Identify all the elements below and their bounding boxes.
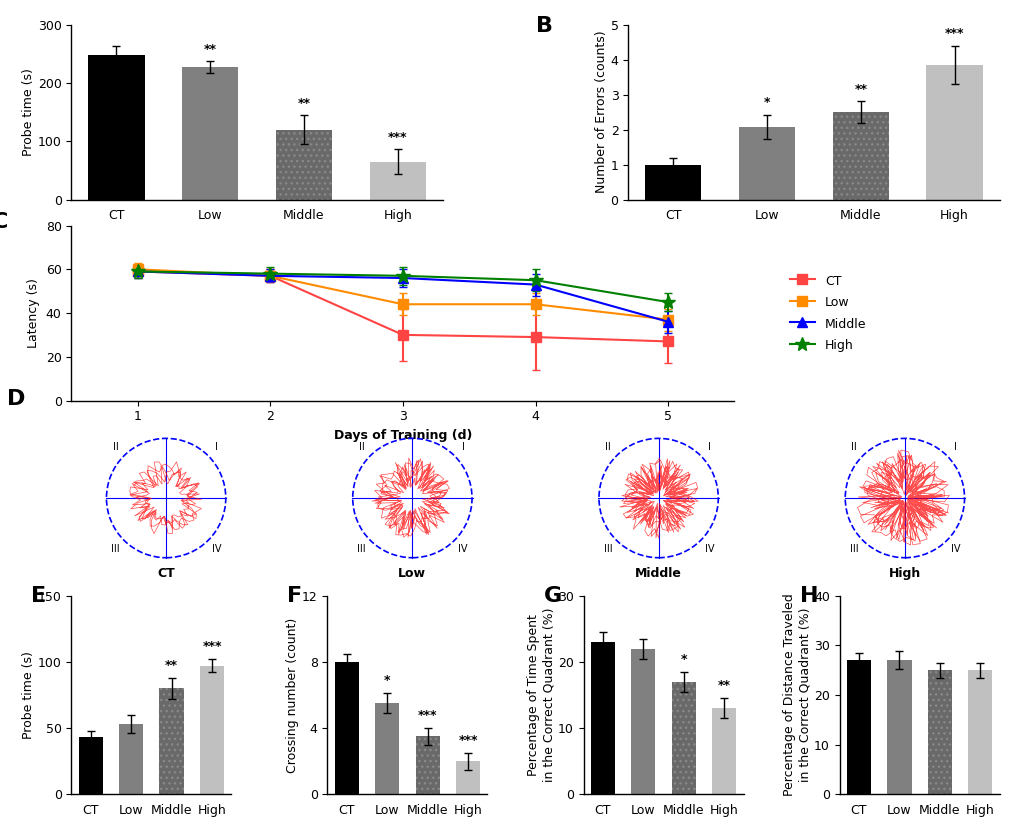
Text: **: ** xyxy=(204,43,216,56)
Text: II: II xyxy=(851,442,856,452)
Bar xyxy=(671,681,695,794)
Bar xyxy=(275,129,332,200)
Bar xyxy=(200,666,224,794)
Text: **: ** xyxy=(717,679,730,692)
Bar xyxy=(159,689,183,794)
Text: **: ** xyxy=(165,658,178,672)
Text: IV: IV xyxy=(950,544,960,554)
Y-axis label: Number of Errors (counts): Number of Errors (counts) xyxy=(594,31,607,193)
Bar xyxy=(119,724,144,794)
Bar xyxy=(455,762,480,794)
Bar xyxy=(375,704,399,794)
Text: I: I xyxy=(707,442,710,452)
Text: III: III xyxy=(603,544,611,554)
Bar xyxy=(926,670,951,794)
Bar xyxy=(711,708,736,794)
Text: IV: IV xyxy=(458,544,468,554)
Text: II: II xyxy=(359,442,364,452)
Text: E: E xyxy=(32,586,47,605)
Y-axis label: Percentage of Distance Traveled
in the Correct Quadrant (%): Percentage of Distance Traveled in the C… xyxy=(783,594,810,796)
Bar xyxy=(415,736,439,794)
Text: I: I xyxy=(215,442,218,452)
Text: Middle: Middle xyxy=(635,567,682,580)
Text: **: ** xyxy=(854,83,866,96)
Text: *: * xyxy=(383,674,390,687)
Text: I: I xyxy=(462,442,464,452)
Bar xyxy=(89,55,145,200)
Bar xyxy=(738,127,795,200)
Bar xyxy=(181,67,238,200)
Text: ***: *** xyxy=(458,734,477,747)
Text: CT: CT xyxy=(157,567,175,580)
Y-axis label: Latency (s): Latency (s) xyxy=(28,278,40,348)
Bar xyxy=(369,161,425,200)
Text: High: High xyxy=(888,567,920,580)
Text: B: B xyxy=(535,16,552,36)
Bar xyxy=(334,662,359,794)
Text: ***: *** xyxy=(387,130,407,143)
Text: *: * xyxy=(680,653,687,666)
Text: I: I xyxy=(953,442,956,452)
Text: IV: IV xyxy=(704,544,713,554)
Bar xyxy=(925,65,981,200)
Text: IV: IV xyxy=(212,544,221,554)
Y-axis label: Probe time (s): Probe time (s) xyxy=(22,651,35,739)
X-axis label: Days of Training (d): Days of Training (d) xyxy=(333,429,472,441)
Text: H: H xyxy=(799,586,817,605)
Bar xyxy=(78,737,103,794)
Text: F: F xyxy=(287,586,303,605)
Text: **: ** xyxy=(298,97,310,110)
Bar xyxy=(590,642,614,794)
Bar xyxy=(846,660,870,794)
Bar xyxy=(832,112,889,200)
Bar xyxy=(967,670,991,794)
Y-axis label: Probe time (s): Probe time (s) xyxy=(22,68,35,156)
Y-axis label: Crossing number (count): Crossing number (count) xyxy=(286,618,299,772)
Y-axis label: Percentage of Time Spent
in the Correct Quadrant (%): Percentage of Time Spent in the Correct … xyxy=(527,608,554,782)
Legend: CT, Low, Middle, High: CT, Low, Middle, High xyxy=(784,268,870,358)
Bar xyxy=(631,649,655,794)
Text: II: II xyxy=(112,442,118,452)
Text: ***: *** xyxy=(418,709,437,722)
Text: G: G xyxy=(543,586,561,605)
Bar xyxy=(645,165,701,200)
Text: *: * xyxy=(763,97,769,109)
Text: ***: *** xyxy=(944,27,963,40)
Text: C: C xyxy=(0,211,8,232)
Text: II: II xyxy=(604,442,610,452)
Text: III: III xyxy=(849,544,858,554)
Text: D: D xyxy=(6,389,24,410)
Text: III: III xyxy=(357,544,366,554)
Text: III: III xyxy=(111,544,119,554)
Bar xyxy=(887,660,911,794)
Text: ***: *** xyxy=(202,640,221,654)
Text: Low: Low xyxy=(398,567,426,580)
